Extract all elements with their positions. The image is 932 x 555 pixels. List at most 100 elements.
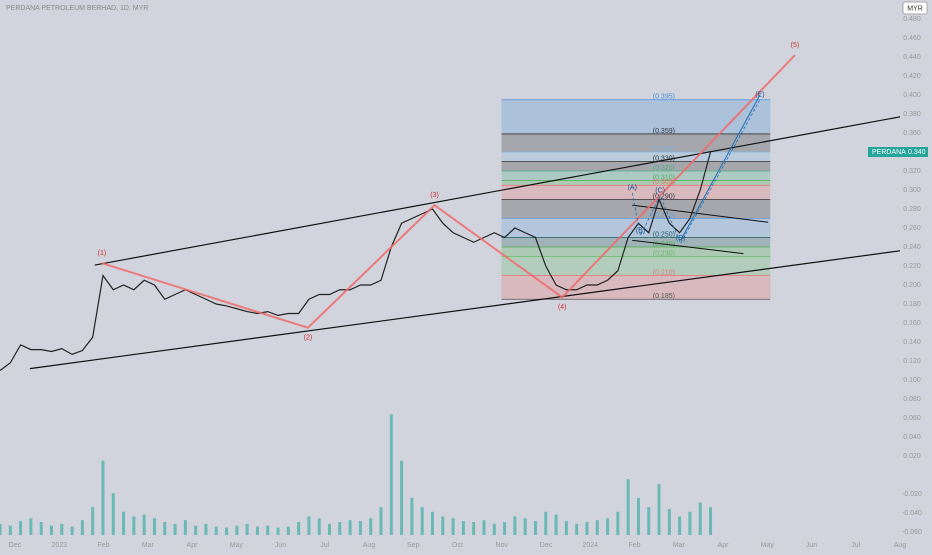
y-tick-label: 0.320 [903, 168, 921, 175]
subwave-label: (D) [676, 235, 686, 242]
volume-bar [317, 518, 321, 535]
fib-label: (0.270) [653, 212, 675, 219]
x-tick-label: Dec [540, 542, 553, 549]
price-tag-value: 0.340 [908, 149, 926, 156]
x-tick-label: Sep [407, 542, 420, 549]
x-tick-label: May [230, 542, 244, 549]
fib-label: (0.250) [653, 231, 675, 238]
volume-bar [503, 522, 507, 535]
y-tick-label: 0.400 [903, 92, 921, 99]
volume-bar [451, 518, 455, 535]
fib-band [501, 247, 771, 257]
fib-band [501, 133, 771, 152]
volume-bar [564, 521, 568, 535]
volume-bar [667, 509, 671, 535]
x-tick-label: Apr [718, 542, 730, 549]
wave-label: (2) [304, 335, 313, 342]
volume-bar [626, 479, 630, 535]
volume-bar [183, 520, 187, 535]
volume-bar [286, 526, 290, 535]
x-tick-label: Dec [9, 542, 22, 549]
subwave-label: (B) [636, 227, 645, 234]
wave-label: (5) [791, 42, 800, 49]
volume-bar [19, 521, 23, 535]
wave-label: (3) [430, 192, 439, 199]
volume-bar [60, 523, 64, 535]
volume-bar [338, 522, 342, 535]
x-tick-label: Jun [806, 542, 817, 549]
volume-bar [194, 525, 198, 535]
x-tick-label: May [761, 542, 775, 549]
fib-band [501, 180, 771, 186]
fib-label: (0.290) [653, 193, 675, 200]
price-tag [868, 147, 928, 157]
volume-bar [595, 520, 599, 535]
y-tick-label: 0.140 [903, 339, 921, 346]
volume-bar [8, 525, 12, 535]
wave-label: (1) [98, 250, 107, 257]
volume-bar [523, 518, 527, 535]
fib-label: (0.310) [653, 174, 675, 181]
y-tick-label: -0.060 [902, 529, 922, 536]
x-tick-label: 2023 [51, 542, 67, 549]
fib-band [501, 275, 771, 300]
x-tick-label: Feb [97, 542, 109, 549]
volume-bar [709, 507, 713, 535]
volume-bar [441, 516, 445, 535]
volume-bar [420, 507, 424, 535]
volume-bar [369, 518, 373, 535]
fib-band [501, 185, 771, 200]
fib-band [501, 218, 771, 238]
volume-bar [678, 516, 682, 535]
volume-bar [245, 523, 249, 535]
x-tick-label: Oct [452, 542, 463, 549]
volume-bar [575, 523, 579, 535]
x-tick-label: Jun [275, 542, 286, 549]
fib-band [501, 152, 771, 162]
currency-box[interactable] [902, 1, 928, 15]
volume-bar [122, 511, 126, 535]
volume-bar [266, 525, 270, 535]
volume-bar [358, 521, 362, 535]
price-tag-symbol: PERDANA [872, 149, 906, 156]
price-line [0, 151, 712, 371]
volume-bar [225, 527, 229, 535]
volume-bar [307, 516, 311, 535]
y-tick-label: 0.460 [903, 35, 921, 42]
x-tick-label: Apr [187, 542, 199, 549]
y-tick-label: 0.220 [903, 263, 921, 270]
volume-bar [91, 507, 95, 535]
volume-bar [173, 523, 177, 535]
x-tick-label: Aug [363, 542, 376, 549]
impulse-line [680, 94, 761, 241]
volume-bar [492, 523, 496, 535]
x-tick-label: Nov [496, 542, 509, 549]
volume-bar [472, 522, 476, 535]
currency[interactable]: MYR [907, 5, 923, 12]
volume-bar [606, 518, 610, 535]
subwave-label: (E) [755, 92, 764, 99]
subwave-label: (C) [655, 188, 665, 195]
volume-bar [142, 514, 146, 535]
volume-bar [657, 483, 661, 535]
volume-bar [513, 516, 517, 535]
y-tick-label: 0.260 [903, 225, 921, 232]
chart-title: PERDANA PETROLEUM BERHAD, 1D, MYR [6, 5, 148, 12]
fib-band [501, 171, 771, 181]
volume-bar [255, 526, 259, 535]
subwave-label: (A) [628, 185, 637, 192]
y-tick-label: 0.380 [903, 111, 921, 118]
y-tick-label: -0.040 [902, 510, 922, 517]
volume-bar [461, 521, 465, 535]
volume-bar [544, 511, 548, 535]
volume-bar [49, 525, 53, 535]
y-tick-label: 0.480 [903, 16, 921, 23]
y-tick-label: 0.100 [903, 377, 921, 384]
volume-bar [132, 516, 136, 535]
volume-bar [554, 514, 558, 535]
y-tick-label: -0.020 [902, 491, 922, 498]
volume-bar [585, 522, 589, 535]
volume-bar [636, 497, 640, 535]
